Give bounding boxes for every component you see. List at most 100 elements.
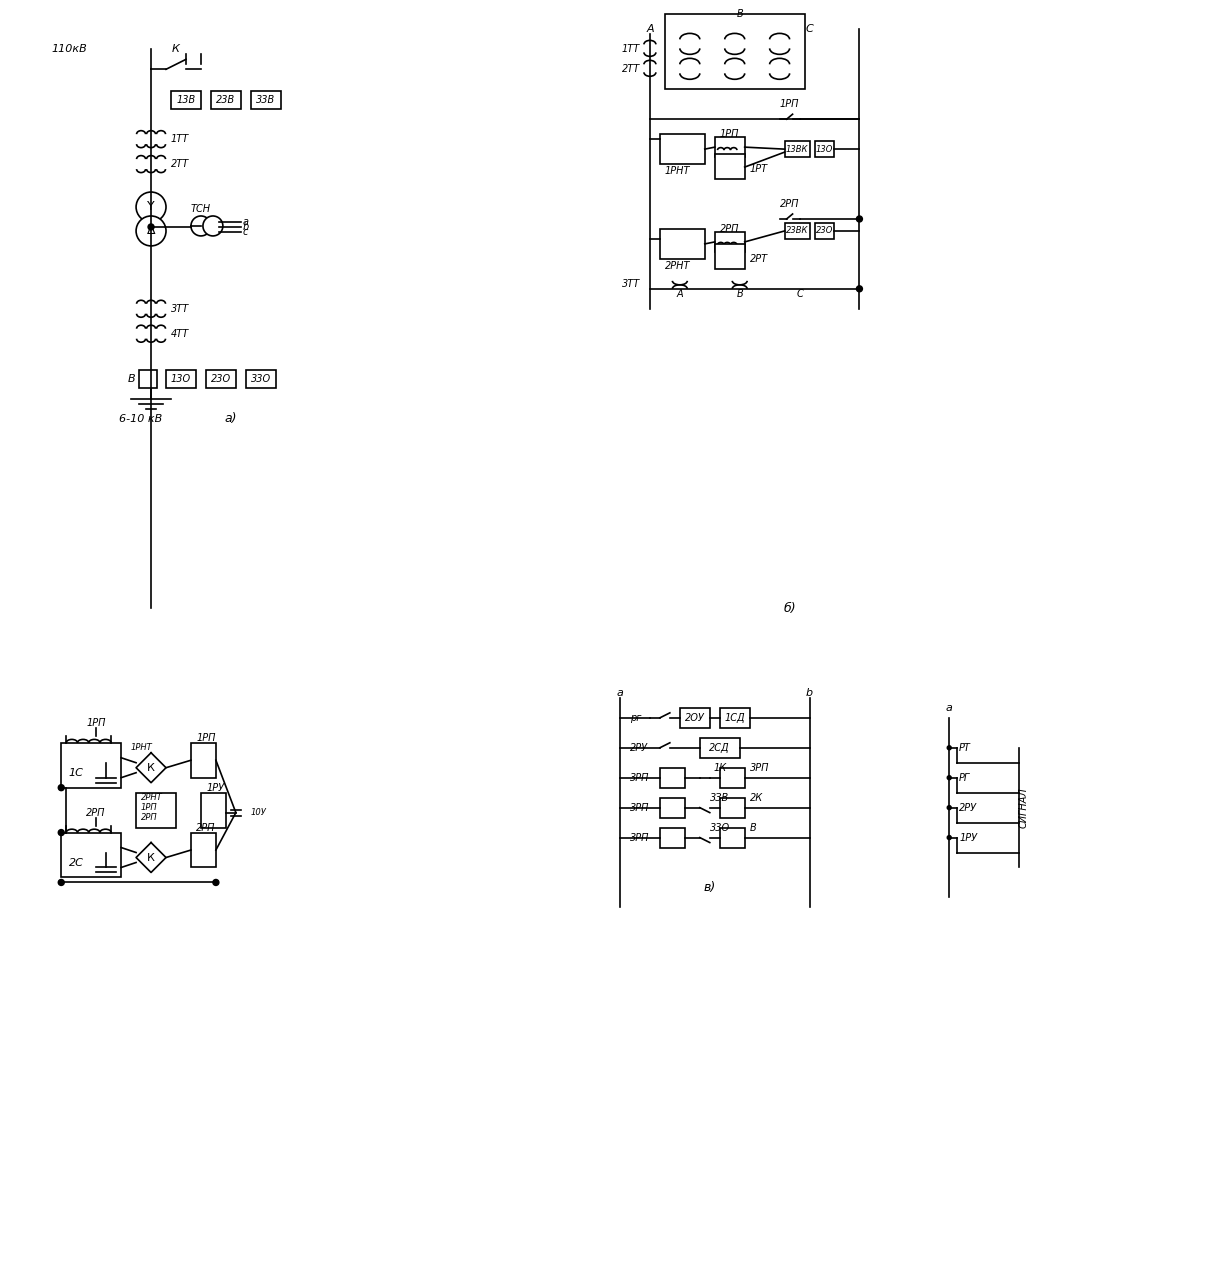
Text: 23В: 23В: [216, 95, 235, 106]
Text: 1СД: 1СД: [725, 712, 745, 723]
Text: 3ТТ: 3ТТ: [171, 304, 189, 314]
Text: 23О: 23О: [816, 227, 833, 236]
Text: 23О: 23О: [211, 374, 231, 384]
Text: 3РП: 3РП: [630, 773, 649, 783]
Bar: [192, 832, 216, 868]
Text: ТСН: ТСН: [190, 204, 211, 214]
Circle shape: [947, 746, 952, 750]
Bar: [720, 708, 749, 728]
Text: рг: рг: [630, 712, 642, 723]
Text: Δ: Δ: [146, 224, 155, 237]
Bar: [166, 370, 196, 388]
Text: B: B: [737, 289, 743, 299]
Circle shape: [59, 784, 65, 791]
Bar: [815, 223, 834, 240]
Text: 13О: 13О: [171, 374, 192, 384]
Bar: [715, 137, 744, 157]
Text: 13В: 13В: [177, 95, 195, 106]
Text: 2РП: 2РП: [87, 808, 106, 818]
Bar: [784, 223, 810, 240]
Text: a: a: [946, 703, 953, 712]
Text: 2РП: 2РП: [142, 813, 157, 822]
Text: 1ТТ: 1ТТ: [622, 44, 641, 54]
Bar: [700, 738, 739, 757]
Text: в): в): [704, 881, 716, 894]
Text: 2РТ: 2РТ: [749, 254, 767, 264]
Text: К: К: [148, 853, 155, 863]
Text: 2РУ: 2РУ: [959, 802, 977, 813]
Circle shape: [947, 805, 952, 810]
Text: 3РП: 3РП: [749, 762, 769, 773]
Text: 2С: 2С: [68, 858, 84, 868]
Bar: [139, 370, 157, 388]
Circle shape: [203, 216, 223, 236]
Text: 33О: 33О: [710, 823, 730, 832]
Text: К: К: [148, 762, 155, 773]
Text: 6-10 кВ: 6-10 кВ: [120, 413, 162, 424]
Bar: [784, 142, 810, 157]
Bar: [211, 91, 240, 109]
Text: 2РП: 2РП: [720, 224, 739, 234]
Circle shape: [192, 216, 211, 236]
Bar: [815, 142, 834, 157]
Text: В: В: [749, 823, 756, 832]
Text: 1К: 1К: [714, 762, 726, 773]
Bar: [720, 768, 744, 788]
Circle shape: [59, 880, 65, 885]
Text: 2ТТ: 2ТТ: [622, 64, 641, 75]
Bar: [715, 155, 744, 179]
Text: A: A: [677, 289, 683, 299]
Text: 2ОУ: 2ОУ: [684, 712, 705, 723]
Text: 2РУ: 2РУ: [630, 743, 648, 752]
Text: a: a: [243, 216, 249, 227]
Text: 2ТТ: 2ТТ: [171, 160, 189, 169]
Text: 33О: 33О: [251, 374, 271, 384]
Bar: [171, 91, 201, 109]
Text: Y: Y: [148, 201, 155, 214]
Text: РТ: РТ: [959, 743, 971, 752]
Text: 3ТТ: 3ТТ: [622, 278, 641, 289]
Text: 1РТ: 1РТ: [749, 164, 767, 174]
Bar: [720, 797, 744, 818]
Text: 2РНТ: 2РНТ: [665, 261, 691, 270]
Bar: [201, 792, 226, 828]
Text: b: b: [806, 688, 813, 698]
Text: 2РП: 2РП: [780, 200, 799, 209]
Text: 3ЗВ: 3ЗВ: [710, 792, 730, 802]
Text: 10У: 10У: [251, 808, 267, 817]
Text: 13ВК: 13ВК: [786, 144, 809, 153]
Text: B: B: [737, 9, 743, 19]
Bar: [660, 768, 684, 788]
Text: 1РНТ: 1РНТ: [665, 166, 691, 176]
Bar: [61, 743, 121, 788]
Text: C: C: [797, 289, 803, 299]
Circle shape: [148, 224, 154, 231]
Text: 1РУ: 1РУ: [207, 783, 224, 792]
Bar: [665, 14, 804, 89]
Text: 1РП: 1РП: [720, 129, 739, 139]
Text: 1С: 1С: [68, 768, 84, 778]
Bar: [715, 232, 744, 252]
Text: a: a: [616, 688, 623, 698]
Text: C: C: [805, 24, 814, 35]
Text: В: В: [127, 374, 135, 384]
Text: 4ТТ: 4ТТ: [171, 328, 189, 339]
Text: 13О: 13О: [816, 144, 833, 153]
Bar: [251, 91, 281, 109]
Bar: [246, 370, 276, 388]
Text: 1РП: 1РП: [780, 99, 799, 109]
Bar: [720, 828, 744, 848]
Text: b: b: [243, 222, 249, 232]
Text: 1РНТ: 1РНТ: [131, 743, 152, 752]
Bar: [660, 797, 684, 818]
Circle shape: [856, 216, 863, 222]
Bar: [61, 832, 121, 877]
Circle shape: [137, 192, 166, 222]
Text: 1ТТ: 1ТТ: [171, 134, 189, 144]
Text: 1РП: 1РП: [142, 804, 157, 813]
Text: б): б): [783, 601, 795, 614]
Text: РГ: РГ: [959, 773, 970, 783]
Bar: [137, 792, 176, 828]
Bar: [715, 243, 744, 269]
Text: 2РП: 2РП: [196, 823, 216, 832]
